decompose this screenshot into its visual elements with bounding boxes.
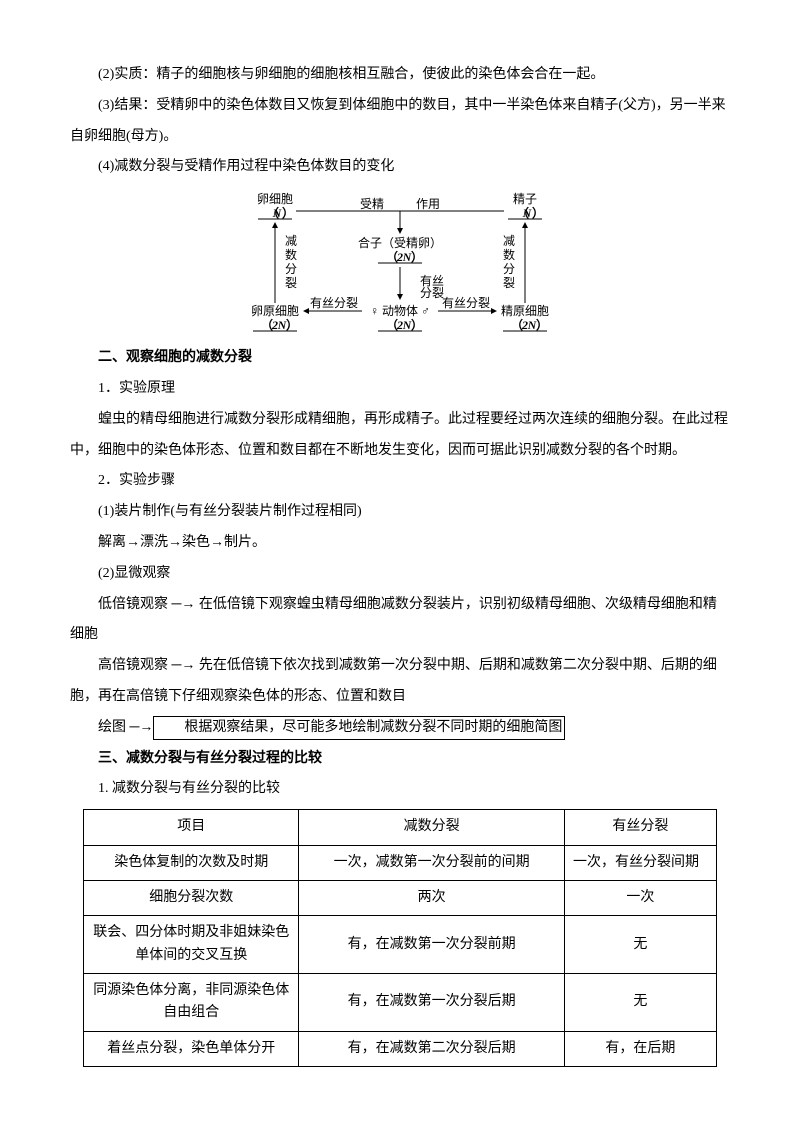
- svg-text:数: 数: [285, 247, 297, 262]
- table-row: 染色体复制的次数及时期 一次，减数第一次分裂前的间期 一次，有丝分裂间期: [84, 845, 717, 880]
- heading-compare: 三、减数分裂与有丝分裂过程的比较: [70, 744, 730, 775]
- para-highmag: 高倍镜观察 ─→ 先在低倍镜下依次找到减数第一次分裂中期、后期和减数第二次分裂中…: [70, 651, 730, 713]
- svg-text:有丝分裂: 有丝分裂: [442, 296, 490, 310]
- svg-text:）: ）: [411, 317, 423, 332]
- table-row: 联会、四分体时期及非姐妹染色单体间的交叉互换 有，在减数第一次分裂前期 无: [84, 916, 717, 974]
- svg-text:有丝分裂: 有丝分裂: [310, 296, 358, 310]
- meiosis-left: 减: [285, 234, 297, 248]
- n-left: N: [272, 206, 283, 220]
- th-meiosis: 减数分裂: [299, 810, 565, 845]
- label-zygote: 合子（受精卵）: [358, 235, 442, 250]
- svg-text:）: ）: [286, 317, 298, 332]
- svg-text:）: ）: [536, 317, 548, 332]
- svg-text:分: 分: [503, 262, 515, 276]
- meiosis-fertilization-diagram: 卵细胞 精子 （ N ） （ N ） 受精 作用 合子（受精卵） （ 2 N ）…: [70, 189, 730, 339]
- svg-text:裂: 裂: [503, 276, 515, 290]
- meiosis-right: 减: [503, 234, 515, 248]
- para-change: (4)减数分裂与受精作用过程中染色体数目的变化: [70, 152, 730, 183]
- para-step1: (1)装片制作(与有丝分裂装片制作过程相同): [70, 497, 730, 528]
- para-step1-detail: 解离→漂洗→染色→制片。: [70, 528, 730, 559]
- para-steps-title: 2．实验步骤: [70, 466, 730, 497]
- boxed-draw-result: 根据观察结果，尽可能多地绘制减数分裂不同时期的细胞简图: [153, 716, 565, 740]
- label-egg-primary: 卵原细胞: [251, 304, 299, 318]
- svg-text:数: 数: [503, 247, 515, 262]
- th-mitosis: 有丝分裂: [564, 810, 716, 845]
- th-item: 项目: [84, 810, 299, 845]
- table-row: 细胞分裂次数 两次 一次: [84, 880, 717, 915]
- fert-left: 受精: [360, 197, 384, 211]
- fert-right: 作用: [416, 197, 440, 211]
- svg-text:）: ）: [532, 205, 544, 220]
- svg-text:）: ）: [411, 249, 423, 264]
- table-row: 同源染色体分离，非同源染色体自由组合 有，在减数第一次分裂后期 无: [84, 974, 717, 1032]
- svg-text:分: 分: [285, 262, 297, 276]
- para-draw: 绘图 ─→根据观察结果，尽可能多地绘制减数分裂不同时期的细胞简图: [70, 713, 730, 744]
- para-step2: (2)显微观察: [70, 559, 730, 590]
- para-essence: (2)实质：精子的细胞核与卵细胞的细胞核相互融合，使彼此的染色体会合在一起。: [70, 60, 730, 91]
- para-compare-title: 1. 减数分裂与有丝分裂的比较: [70, 774, 730, 805]
- table-row: 着丝点分裂，染色单体分开 有，在减数第二次分裂后期 有，在后期: [84, 1031, 717, 1066]
- heading-observe: 二、观察细胞的减数分裂: [70, 343, 730, 374]
- para-principle: 蝗虫的精母细胞进行减数分裂形成精细胞，再形成精子。此过程要经过两次连续的细胞分裂…: [70, 405, 730, 467]
- label-sperm-primary: 精原细胞: [501, 304, 549, 318]
- label-egg-cell: 卵细胞: [257, 192, 293, 206]
- label-sperm: 精子: [513, 192, 537, 206]
- svg-text:）: ）: [282, 205, 294, 220]
- label-animal: ♀ 动物体 ♂: [370, 304, 430, 318]
- n-right: N: [522, 206, 533, 220]
- para-lowmag: 低倍镜观察 ─→ 在低倍镜下观察蝗虫精母细胞减数分裂装片，识别初级精母细胞、次级…: [70, 590, 730, 652]
- para-result: (3)结果：受精卵中的染色体数目又恢复到体细胞中的数目，其中一半染色体来自精子(…: [70, 91, 730, 153]
- mitosis-vert-2: 分裂: [420, 286, 444, 300]
- table-header-row: 项目 减数分裂 有丝分裂: [84, 810, 717, 845]
- svg-text:裂: 裂: [285, 276, 297, 290]
- comparison-table: 项目 减数分裂 有丝分裂 染色体复制的次数及时期 一次，减数第一次分裂前的间期 …: [83, 809, 717, 1067]
- para-principle-title: 1．实验原理: [70, 374, 730, 405]
